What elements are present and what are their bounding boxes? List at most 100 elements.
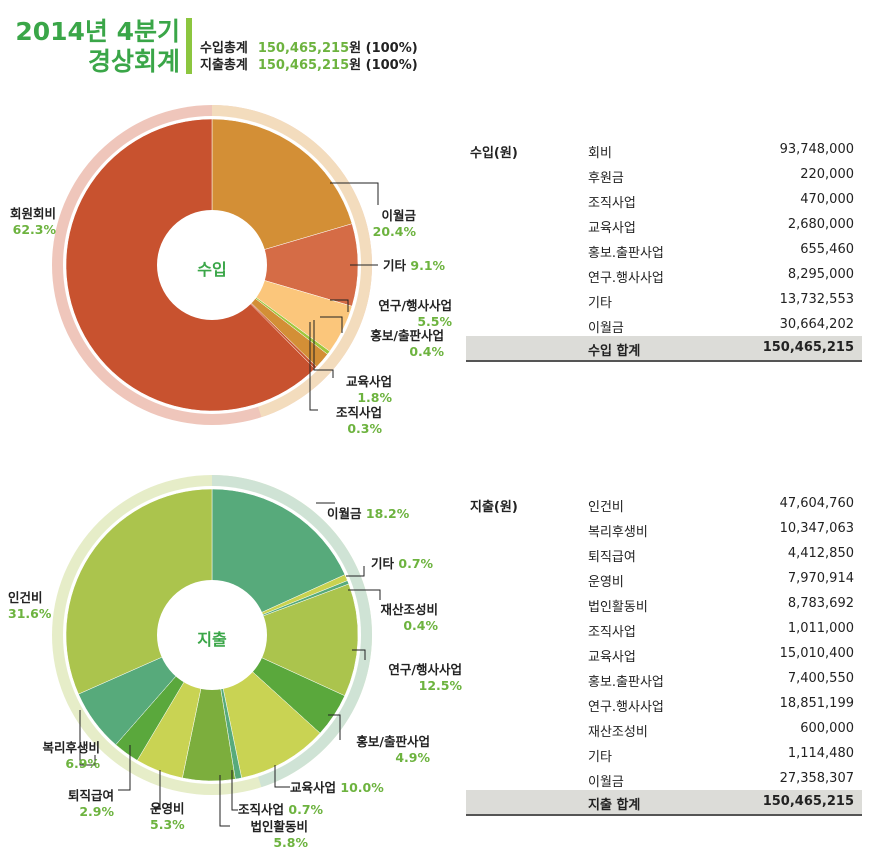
row-name: 기타 xyxy=(588,296,612,311)
income-label-education: 교육사업 1.8% xyxy=(345,374,392,405)
table-row: 홍보.출판사업 7,400,550 xyxy=(588,671,854,696)
income-label-research: 연구/행사사업 5.5% xyxy=(378,298,452,329)
income-total-label: 수입총계 xyxy=(200,41,248,56)
expense-total: 지출총계 150,465,215원 (100%) xyxy=(200,54,418,73)
income-pie-center-label: 수입 xyxy=(197,260,227,279)
row-name: 조직사업 xyxy=(588,196,636,211)
page-title-line1: 2014년 4분기 xyxy=(15,17,180,46)
row-name: 이월금 xyxy=(588,775,624,790)
table-row: 교육사업 15,010,400 xyxy=(588,646,854,671)
expense-total-label: 지출총계 xyxy=(200,58,248,73)
expense-label-organization: 조직사업 0.7% xyxy=(238,802,324,817)
expense-pie-center-label: 지출 xyxy=(197,630,227,649)
expense-label-personnel: 인건비 31.6% xyxy=(8,590,52,621)
total-row: 지출 합계 150,465,215 xyxy=(466,790,862,816)
row-value: 18,851,199 xyxy=(779,696,854,711)
table-row: 기타 1,114,480 xyxy=(588,746,854,771)
table-row: 회비 93,748,000 xyxy=(588,142,854,167)
income-label-membership: 회원회비 62.3% xyxy=(9,206,56,237)
row-name: 연구.행사사업 xyxy=(588,700,664,715)
row-value: 1,011,000 xyxy=(787,621,854,636)
table-row: 연구.행사사업 18,851,199 xyxy=(588,696,854,721)
expense-total-suffix: 원 (100%) xyxy=(349,58,418,73)
row-value: 47,604,760 xyxy=(779,496,854,511)
row-value: 655,460 xyxy=(800,242,854,257)
table-row: 퇴직급여 4,412,850 xyxy=(588,546,854,571)
expense-label-corporate: 법인활동비 5.8% xyxy=(250,819,308,850)
income-total: 수입총계 150,465,215원 (100%) xyxy=(200,37,418,56)
row-name: 회비 xyxy=(588,146,612,161)
pie-income xyxy=(52,105,372,425)
total-value: 150,465,215 xyxy=(762,794,854,809)
income-label-pr: 홍보/출판사업 0.4% xyxy=(370,328,444,359)
expense-label-welfare: 복리후생비 6.9% xyxy=(42,740,100,771)
income-total-suffix: 원 (100%) xyxy=(349,41,418,56)
row-value: 2,680,000 xyxy=(787,217,854,232)
expense-label-other: 기타 0.7% xyxy=(371,556,434,571)
expense-table-header: 지출(원) xyxy=(470,500,518,515)
total-label: 수입 합계 xyxy=(588,344,641,359)
table-row: 법인활동비 8,783,692 xyxy=(588,596,854,621)
row-value: 220,000 xyxy=(800,167,854,182)
total-value: 150,465,215 xyxy=(762,340,854,355)
table-row: 재산조성비 600,000 xyxy=(588,721,854,746)
row-value: 600,000 xyxy=(800,721,854,736)
row-name: 조직사업 xyxy=(588,625,636,640)
table-row: 운영비 7,970,914 xyxy=(588,571,854,596)
title-accent-bar xyxy=(186,18,192,74)
row-value: 7,970,914 xyxy=(787,571,854,586)
table-row: 이월금 30,664,202 xyxy=(588,317,854,342)
expense-total-value: 150,465,215 xyxy=(257,58,350,73)
income-total-value: 150,465,215 xyxy=(257,41,350,56)
table-row: 인건비 47,604,760 xyxy=(588,496,854,521)
table-row: 이월금 27,358,307 xyxy=(588,771,854,796)
income-label-other: 기타 9.1% xyxy=(383,258,446,273)
row-value: 27,358,307 xyxy=(779,771,854,786)
income-table-header: 수입(원) xyxy=(470,146,518,161)
page-title-line2: 경상회계 xyxy=(87,47,180,76)
row-name: 홍보.출판사업 xyxy=(588,675,664,690)
row-value: 4,412,850 xyxy=(787,546,854,561)
table-row: 홍보.출판사업 655,460 xyxy=(588,242,854,267)
row-name: 연구.행사사업 xyxy=(588,271,664,286)
income-label-carryover: 이월금 20.4% xyxy=(372,208,416,239)
row-value: 8,783,692 xyxy=(787,596,854,611)
table-row: 연구.행사사업 8,295,000 xyxy=(588,267,854,292)
expense-label-education: 교육사업 10.0% xyxy=(290,780,384,795)
table-row: 기타 13,732,553 xyxy=(588,292,854,317)
row-value: 470,000 xyxy=(800,192,854,207)
pie-expense xyxy=(52,475,373,795)
row-value: 7,400,550 xyxy=(787,671,854,686)
table-row: 교육사업 2,680,000 xyxy=(588,217,854,242)
row-name: 교육사업 xyxy=(588,221,636,236)
row-name: 법인활동비 xyxy=(588,600,648,615)
row-name: 후원금 xyxy=(588,171,624,186)
expense-label-operation: 운영비 5.3% xyxy=(150,801,185,832)
income-label-organization: 조직사업 0.3% xyxy=(335,405,382,436)
row-name: 인건비 xyxy=(588,500,624,515)
row-name: 홍보.출판사업 xyxy=(588,246,664,261)
table-row: 조직사업 470,000 xyxy=(588,192,854,217)
row-name: 재산조성비 xyxy=(588,725,648,740)
pie-hole xyxy=(157,210,267,320)
row-name: 교육사업 xyxy=(588,650,636,665)
pie-hole xyxy=(157,580,267,690)
row-name: 복리후생비 xyxy=(588,525,648,540)
expense-label-retirement: 퇴직급여 2.9% xyxy=(67,788,114,819)
table-row: 복리후생비 10,347,063 xyxy=(588,521,854,546)
expense-label-pr: 홍보/출판사업 4.9% xyxy=(356,734,430,765)
row-name: 이월금 xyxy=(588,321,624,336)
total-row: 수입 합계 150,465,215 xyxy=(466,336,862,362)
row-name: 기타 xyxy=(588,750,612,765)
table-row: 후원금 220,000 xyxy=(588,167,854,192)
table-row: 조직사업 1,011,000 xyxy=(588,621,854,646)
expense-label-asset: 재산조성비 0.4% xyxy=(380,602,438,633)
row-name: 퇴직급여 xyxy=(588,550,636,565)
row-value: 93,748,000 xyxy=(779,142,854,157)
row-value: 10,347,063 xyxy=(779,521,854,536)
expense-label-research: 연구/행사사업 12.5% xyxy=(388,662,462,693)
expense-label-carryover: 이월금 18.2% xyxy=(327,506,410,521)
row-value: 30,664,202 xyxy=(779,317,854,332)
total-label: 지출 합계 xyxy=(588,798,641,813)
